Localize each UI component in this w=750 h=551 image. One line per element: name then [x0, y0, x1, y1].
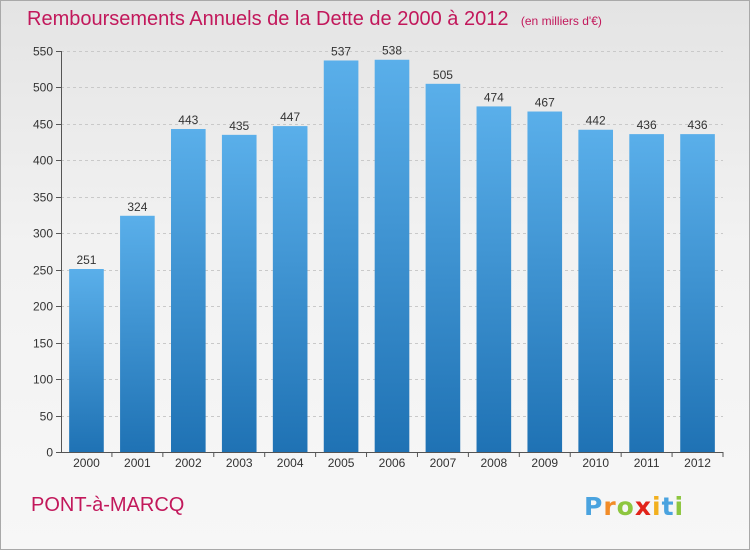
axes: 0 50 100 150 200 250 300 350 400 450 500 550	[33, 45, 724, 460]
x-tick-label: 2011	[634, 456, 660, 470]
data-label: 538	[382, 44, 402, 58]
x-tick-label: 2010	[582, 456, 609, 470]
y-tick-label: 150	[33, 337, 53, 351]
bar	[221, 134, 257, 452]
logo-letter: x	[634, 492, 652, 521]
y-tick-label: 200	[33, 300, 53, 314]
logo-letter: i	[674, 492, 685, 521]
labels: 251 2000 324 2001 443 2002 435 2003 447 2004 537 20…	[73, 44, 711, 470]
y-tick-label: 0	[46, 446, 53, 460]
data-label: 435	[229, 119, 249, 133]
y-tick-label: 50	[40, 410, 54, 424]
proxiti-logo: Proxiti	[584, 492, 684, 521]
logo-letter: P	[584, 492, 604, 521]
chart-subtitle: (en milliers d'€)	[520, 14, 602, 28]
bar	[170, 129, 206, 452]
x-tick-label: 2008	[480, 456, 507, 470]
x-tick-label: 2006	[379, 456, 406, 470]
y-tick-label: 250	[33, 264, 53, 278]
data-label: 537	[331, 44, 351, 58]
x-tick-label: 2004	[277, 456, 304, 470]
y-tick-label: 550	[33, 45, 53, 59]
data-label: 505	[433, 68, 453, 82]
bar	[527, 111, 563, 453]
bar	[323, 60, 359, 452]
data-label: 443	[178, 113, 198, 127]
data-label: 447	[280, 110, 300, 124]
chart-title-block: Remboursements Annuels de la Dette de 20…	[27, 8, 602, 31]
town-name: PONT-à-MARCQ	[31, 494, 185, 516]
y-tick-label: 300	[33, 227, 53, 241]
bar	[476, 106, 512, 452]
logo-letter: t	[661, 492, 675, 521]
x-tick-label: 2001	[124, 456, 151, 470]
y-tick-label: 500	[33, 81, 53, 95]
data-label: 467	[535, 96, 555, 110]
data-label: 436	[637, 118, 657, 132]
bar	[425, 83, 461, 453]
y-tick-label: 450	[33, 118, 53, 132]
x-tick-label: 2000	[73, 456, 100, 470]
data-label: 474	[484, 90, 504, 104]
bar	[578, 129, 614, 452]
data-label: 251	[76, 253, 96, 267]
x-tick-label: 2003	[226, 456, 253, 470]
y-tick-label: 350	[33, 191, 53, 205]
y-tick-label: 100	[33, 373, 53, 387]
logo-letter: o	[616, 492, 635, 521]
data-label: 436	[688, 118, 708, 132]
bar	[120, 215, 155, 452]
bar	[629, 134, 664, 452]
data-label: 324	[127, 200, 147, 214]
x-tick-label: 2005	[328, 456, 355, 470]
y-tick-label: 400	[33, 154, 53, 168]
bars	[69, 59, 715, 453]
logo-letter: r	[603, 492, 617, 521]
x-tick-label: 2002	[175, 456, 202, 470]
logo-letter: i	[652, 492, 662, 521]
x-tick-label: 2007	[430, 456, 457, 470]
chart-title: Remboursements Annuels de la Dette de 20…	[27, 8, 509, 30]
x-tick-label: 2012	[684, 456, 711, 470]
bar	[69, 268, 104, 452]
x-tick-label: 2009	[531, 456, 558, 470]
data-label: 442	[586, 114, 606, 128]
bar	[374, 59, 410, 453]
bar	[680, 134, 715, 452]
bar	[272, 126, 308, 452]
